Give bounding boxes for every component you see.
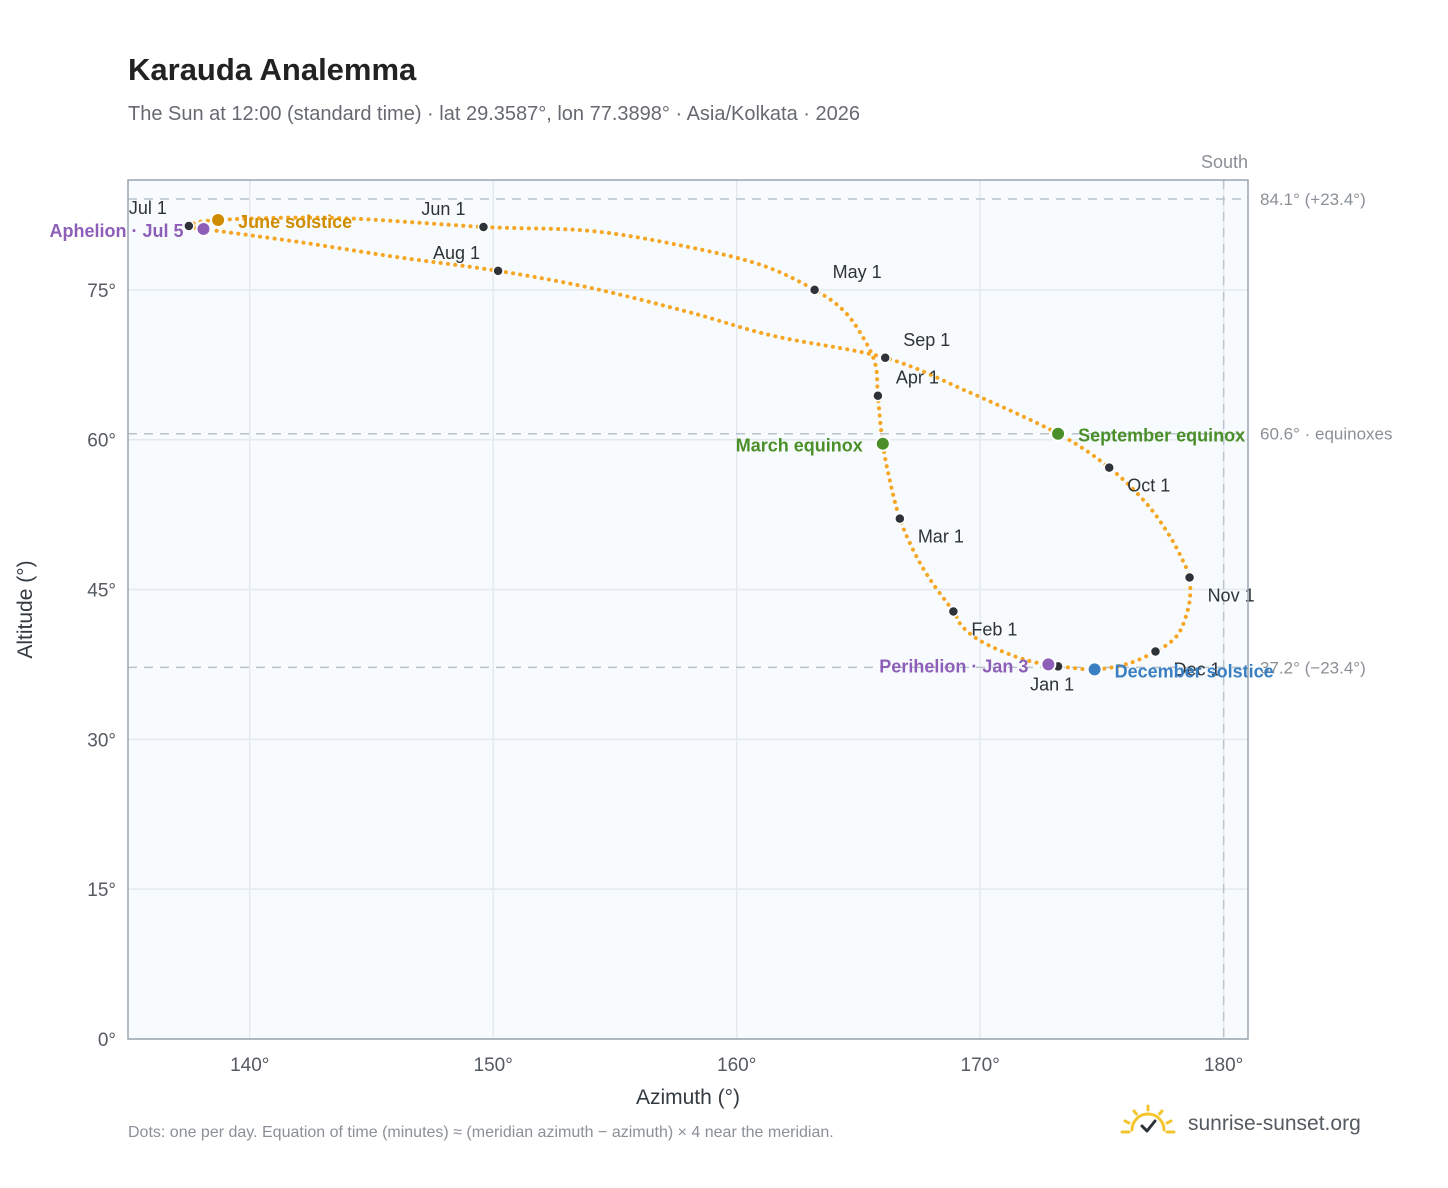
event-label: June solstice <box>238 212 352 232</box>
y-tick-label: 0° <box>98 1030 116 1051</box>
x-tick-label: 160° <box>717 1055 756 1076</box>
x-axis-label: Azimuth (°) <box>636 1086 740 1109</box>
reference-line-label: 60.6° · equinoxes <box>1260 425 1393 444</box>
x-tick-label: 150° <box>474 1055 513 1076</box>
month-marker <box>894 512 906 525</box>
month-label: Feb 1 <box>971 619 1017 639</box>
month-label: Nov 1 <box>1208 586 1255 606</box>
event-label: December solstice <box>1115 661 1274 681</box>
month-label: May 1 <box>833 262 882 282</box>
plot-area <box>128 180 1248 1039</box>
y-tick-label: 45° <box>87 581 116 602</box>
month-label: Oct 1 <box>1127 476 1170 496</box>
month-marker <box>477 221 490 233</box>
event-marker <box>874 435 891 452</box>
brand[interactable]: sunrise-sunset.org <box>1120 1104 1361 1144</box>
month-marker <box>1103 461 1115 474</box>
sun-logo-icon <box>1120 1104 1176 1145</box>
y-tick-label: 75° <box>87 281 116 302</box>
y-tick-label: 30° <box>87 730 116 751</box>
event-marker <box>1040 656 1057 673</box>
chart-subtitle: The Sun at 12:00 (standard time) · lat 2… <box>128 103 861 125</box>
brand-name[interactable]: sunrise-sunset.org <box>1188 1112 1361 1135</box>
month-marker <box>183 220 195 232</box>
reference-line-label: 37.2° (−23.4°) <box>1260 658 1366 677</box>
month-label: Jan 1 <box>1030 674 1074 694</box>
month-label: Jul 1 <box>129 198 167 218</box>
event-label: Perihelion · Jan 3 <box>879 656 1028 676</box>
event-marker <box>195 220 212 237</box>
event-marker <box>1050 425 1067 442</box>
axes: 140° 150° 160° 170° 180° 0° 15° 30° 45° 60° 75° <box>87 281 1243 1076</box>
y-tick-label: 15° <box>87 880 116 901</box>
month-marker <box>947 605 960 618</box>
month-marker <box>872 389 884 402</box>
month-marker <box>492 265 504 277</box>
month-label: Dec 1 <box>1173 659 1220 679</box>
footnote: Dots: one per day. Equation of time (min… <box>128 1124 834 1141</box>
month-label: Sep 1 <box>903 330 950 350</box>
month-label: Apr 1 <box>896 368 939 388</box>
month-marker <box>1149 645 1162 658</box>
reference-line-label: 84.1° (+23.4°) <box>1260 190 1366 209</box>
event-label: Aphelion · Jul 5 <box>49 221 183 241</box>
event-markers: June solstice December solstice March equi… <box>49 211 1274 681</box>
month-markers: Jan 1 Feb 1 Mar 1 Apr 1 May 1 Jun 1 Jul 1 Aug 1… <box>129 198 1255 694</box>
plot-frame <box>127 179 1249 1040</box>
y-tick-label: 60° <box>87 431 116 452</box>
x-tick-label: 170° <box>961 1055 1000 1076</box>
event-label: September equinox <box>1078 426 1245 446</box>
event-label: March equinox <box>736 436 863 456</box>
month-label: Mar 1 <box>918 527 964 547</box>
event-marker <box>1086 661 1103 678</box>
month-marker <box>808 284 821 296</box>
x-tick-label: 180° <box>1204 1055 1243 1076</box>
event-marker <box>210 211 227 228</box>
meridian-label: South <box>1201 152 1248 172</box>
month-label: Aug 1 <box>433 243 480 263</box>
y-axis-label: Altitude (°) <box>14 560 37 658</box>
x-tick-label: 140° <box>230 1055 269 1076</box>
month-marker <box>1183 571 1196 584</box>
month-marker <box>879 352 891 364</box>
month-label: Jun 1 <box>421 199 465 219</box>
chart-title: Karauda Analemma <box>128 52 417 87</box>
